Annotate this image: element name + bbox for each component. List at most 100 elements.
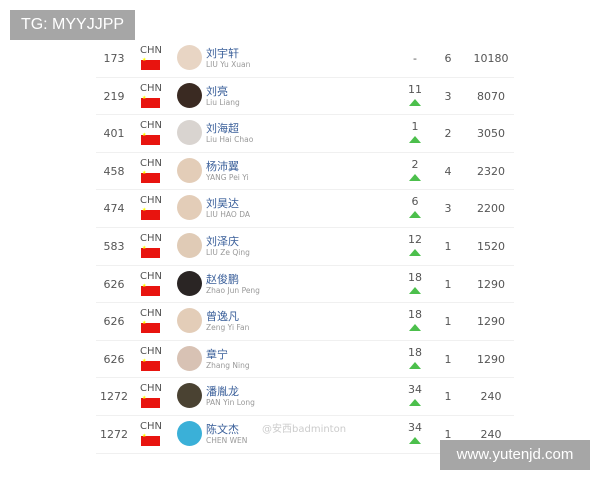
player-name-en: CHEN WEN bbox=[206, 435, 248, 445]
arrow-up-icon bbox=[409, 211, 421, 219]
player-name-cn[interactable]: 刘泽庆 bbox=[206, 234, 239, 248]
player-name-cn[interactable]: 刘昊达 bbox=[206, 197, 239, 211]
china-flag-icon bbox=[141, 283, 160, 296]
avatar[interactable] bbox=[177, 420, 202, 446]
rank-change: 11 bbox=[408, 82, 422, 96]
nation-code: CHN bbox=[140, 120, 162, 132]
avatar[interactable] bbox=[177, 383, 202, 409]
player-name-cn[interactable]: 杨沛翼 bbox=[206, 159, 239, 173]
player-name-cn[interactable]: 赵俊鹏 bbox=[206, 272, 239, 286]
arrow-up-icon bbox=[409, 248, 421, 256]
rank: 173 bbox=[103, 52, 125, 65]
table-row[interactable]: 626 CHN 章宁 Zhang Ning 18 1 1290 bbox=[96, 341, 514, 379]
arrow-up-icon bbox=[409, 98, 421, 106]
rank-change: 2 bbox=[411, 157, 419, 171]
nation-code: CHN bbox=[140, 232, 162, 244]
player-name-en: Liu Liang bbox=[206, 97, 240, 107]
rank-change: 18 bbox=[408, 270, 422, 284]
avatar[interactable] bbox=[177, 195, 202, 221]
player-name-en: PAN Yin Long bbox=[206, 398, 255, 408]
player-name-cn[interactable]: 刘海超 bbox=[206, 122, 239, 136]
tournament-count: 3 bbox=[444, 89, 452, 103]
nation-code: CHN bbox=[140, 45, 162, 56]
player-name-cn[interactable]: 章宁 bbox=[206, 347, 228, 361]
table-row[interactable]: 173 CHN 刘宇轩 LIU Yu Xuan - 6 10180 bbox=[96, 40, 514, 78]
table-row[interactable]: 401 CHN 刘海超 Liu Hai Chao 1 2 3050 bbox=[96, 115, 514, 153]
rank-change: 34 bbox=[408, 420, 422, 434]
nation-code: CHN bbox=[140, 420, 162, 432]
table-row[interactable]: 626 CHN 曾逸凡 Zeng Yi Fan 18 1 1290 bbox=[96, 303, 514, 341]
nation-code: CHN bbox=[140, 157, 162, 169]
points: 1290 bbox=[477, 277, 505, 291]
points: 2320 bbox=[477, 164, 505, 178]
tournament-count: 4 bbox=[444, 164, 452, 178]
rank: 219 bbox=[103, 89, 125, 103]
arrow-up-icon bbox=[409, 173, 421, 181]
avatar[interactable] bbox=[177, 345, 202, 371]
points: 240 bbox=[480, 427, 502, 441]
points: 1290 bbox=[477, 352, 505, 366]
rank-change: 6 bbox=[411, 195, 419, 209]
avatar[interactable] bbox=[177, 120, 202, 146]
china-flag-icon bbox=[141, 132, 160, 146]
player-name-en: LIU Ze Qing bbox=[206, 247, 250, 257]
table-row[interactable]: 219 CHN 刘亮 Liu Liang 11 3 8070 bbox=[96, 78, 514, 116]
rank: 1272 bbox=[100, 390, 128, 404]
avatar[interactable] bbox=[177, 82, 202, 108]
table-row[interactable]: 583 CHN 刘泽庆 LIU Ze Qing 12 1 1520 bbox=[96, 228, 514, 266]
player-name-en: LIU HAO DA bbox=[206, 210, 250, 220]
avatar[interactable] bbox=[177, 308, 202, 334]
rank-change: - bbox=[413, 52, 417, 65]
rank-change: 12 bbox=[408, 232, 422, 246]
points: 1290 bbox=[477, 315, 505, 329]
arrow-up-icon bbox=[409, 324, 421, 332]
table-row[interactable]: 1272 CHN 陈文杰 CHEN WEN 34 1 240 bbox=[96, 416, 514, 454]
player-name-cn[interactable]: 曾逸凡 bbox=[206, 310, 239, 324]
china-flag-icon bbox=[141, 57, 160, 70]
avatar[interactable] bbox=[177, 270, 202, 296]
table-row[interactable]: 1272 CHN 潘胤龙 PAN Yin Long 34 1 240 bbox=[96, 378, 514, 416]
player-name-en: YANG Pei Yi bbox=[206, 172, 249, 182]
player-name-cn[interactable]: 刘宇轩 bbox=[206, 47, 239, 60]
weibo-watermark: @安西badminton bbox=[262, 424, 347, 435]
avatar[interactable] bbox=[177, 232, 202, 258]
nation-code: CHN bbox=[140, 308, 162, 320]
table-row[interactable]: 474 CHN 刘昊达 LIU HAO DA 6 3 2200 bbox=[96, 190, 514, 228]
points: 240 bbox=[480, 390, 502, 404]
china-flag-icon bbox=[141, 245, 160, 258]
table-row[interactable]: 458 CHN 杨沛翼 YANG Pei Yi 2 4 2320 bbox=[96, 153, 514, 191]
tournament-count: 6 bbox=[444, 52, 452, 65]
player-name-cn[interactable]: 刘亮 bbox=[206, 84, 228, 98]
avatar[interactable] bbox=[177, 45, 202, 70]
tournament-count: 1 bbox=[444, 390, 452, 404]
nation-code: CHN bbox=[140, 345, 162, 357]
player-name-cn[interactable]: 陈文杰 bbox=[206, 422, 239, 436]
china-flag-icon bbox=[141, 433, 160, 446]
avatar[interactable] bbox=[177, 157, 202, 183]
player-name-en: Zhang Ning bbox=[206, 360, 250, 370]
table-row[interactable]: 626 CHN 赵俊鹏 Zhao Jun Peng 18 1 1290 bbox=[96, 266, 514, 304]
arrow-up-icon bbox=[409, 136, 421, 144]
player-name-cn[interactable]: 潘胤龙 bbox=[206, 385, 239, 399]
china-flag-icon bbox=[141, 95, 160, 108]
player-name-en: Zhao Jun Peng bbox=[206, 285, 260, 295]
china-flag-icon bbox=[141, 170, 160, 183]
rank-change: 18 bbox=[408, 345, 422, 359]
rank: 583 bbox=[103, 239, 125, 253]
nation-code: CHN bbox=[140, 82, 162, 94]
points: 10180 bbox=[473, 52, 509, 65]
china-flag-icon bbox=[141, 358, 160, 371]
tournament-count: 2 bbox=[444, 127, 452, 141]
arrow-up-icon bbox=[409, 361, 421, 369]
rank-change: 1 bbox=[411, 120, 419, 134]
rank: 401 bbox=[103, 127, 125, 141]
tournament-count: 3 bbox=[444, 202, 452, 216]
tournament-count: 1 bbox=[444, 427, 452, 441]
tournament-count: 1 bbox=[444, 277, 452, 291]
player-name-en: LIU Yu Xuan bbox=[206, 60, 251, 69]
rank: 458 bbox=[103, 164, 125, 178]
rank: 1272 bbox=[100, 427, 128, 441]
rank: 474 bbox=[103, 202, 125, 216]
nation-code: CHN bbox=[140, 195, 162, 207]
china-flag-icon bbox=[141, 320, 160, 334]
